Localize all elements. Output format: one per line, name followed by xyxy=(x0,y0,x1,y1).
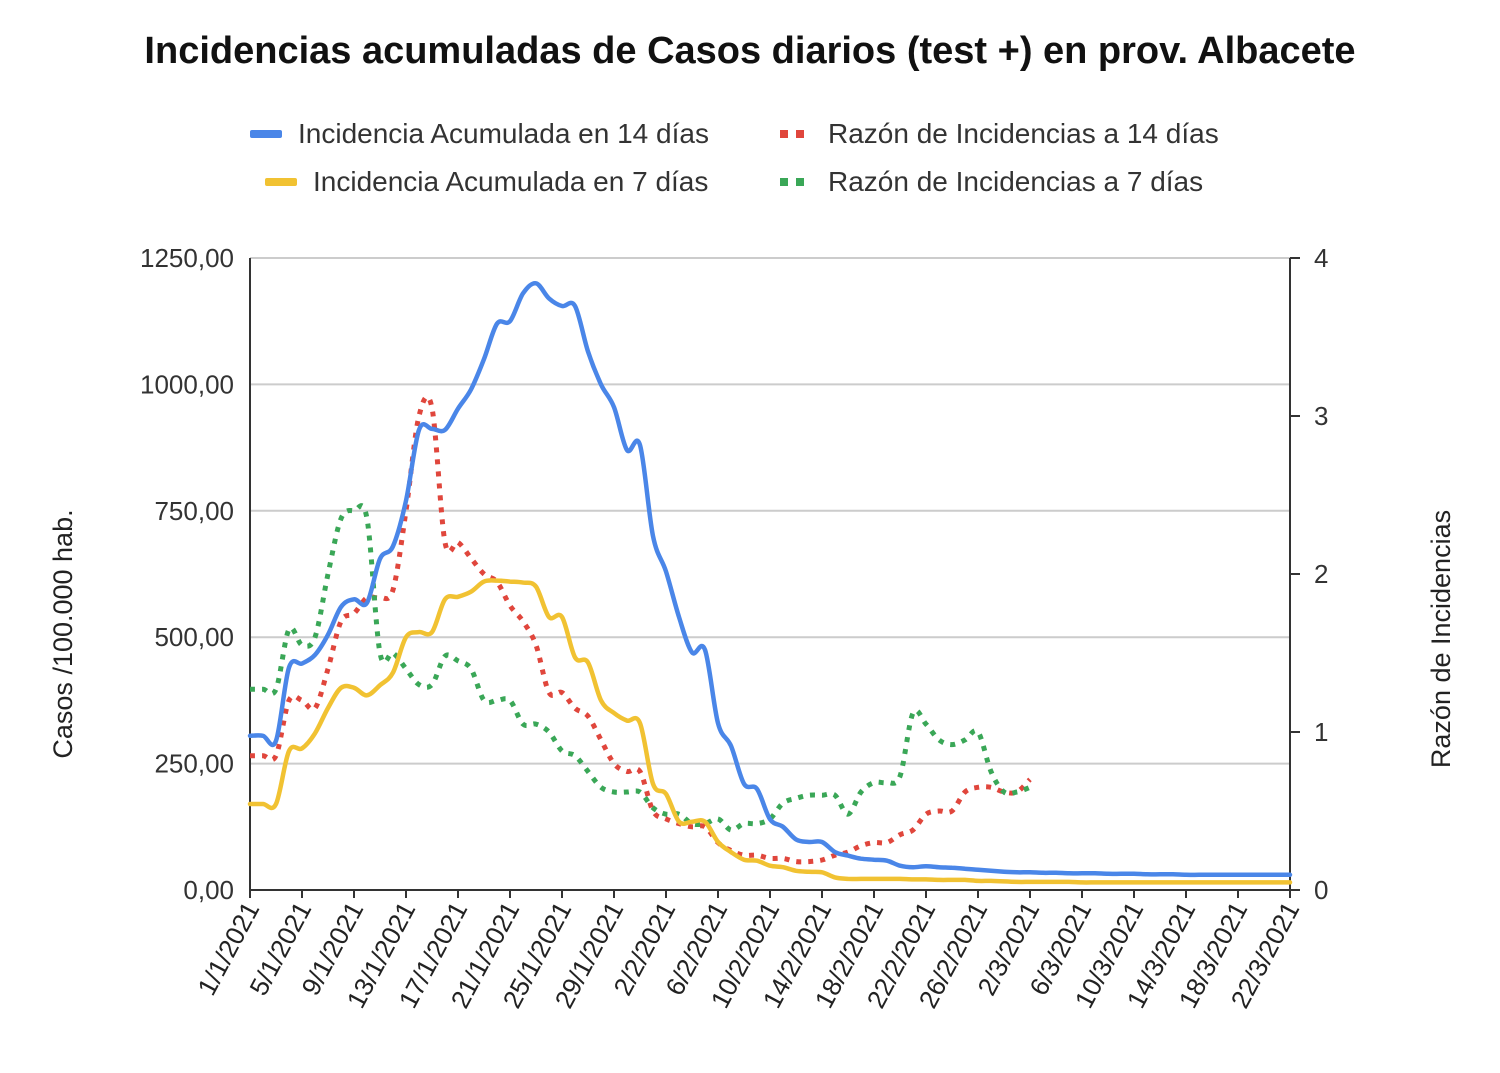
y-left-tick-label: 1000,00 xyxy=(140,369,234,399)
y-left-tick-label: 250,00 xyxy=(154,749,234,779)
y-right-tick-label: 4 xyxy=(1314,243,1328,273)
chart-title: Incidencias acumuladas de Casos diarios … xyxy=(144,30,1356,72)
series-line-incidencia-acumulada-en-14-dias xyxy=(247,280,1293,878)
series-line-incidencia-acumulada-en-7-dias xyxy=(247,578,1293,885)
series-line-razon-de-incidencias-a-7-dias xyxy=(250,503,1031,833)
legend-item-razon14: Razón de Incidencias a 14 días xyxy=(780,118,1219,150)
legend-label-ia7: Incidencia Acumulada en 7 días xyxy=(313,166,709,197)
y-left-tick-label: 500,00 xyxy=(154,622,234,652)
legend-item-ia7: Incidencia Acumulada en 7 días xyxy=(265,166,708,198)
legend-swatch-ia14 xyxy=(250,130,282,138)
legend-label-ia14: Incidencia Acumulada en 14 días xyxy=(298,118,709,149)
legend-item-razon7: Razón de Incidencias a 7 días xyxy=(780,166,1203,198)
legend-swatch-razon14 xyxy=(780,130,812,138)
axis-layer xyxy=(249,257,1300,898)
grid-layer xyxy=(250,257,1290,765)
y-right-tick-label: 1 xyxy=(1314,717,1328,747)
y-right-tick-label: 2 xyxy=(1314,559,1328,589)
y-right-axis-title: Razón de Incidencias xyxy=(1426,510,1456,768)
y-left-tick-label: 0,00 xyxy=(183,875,234,905)
y-left-tick-label: 750,00 xyxy=(154,496,234,526)
legend-item-ia14: Incidencia Acumulada en 14 días xyxy=(250,118,709,150)
y-right-tick-label: 3 xyxy=(1314,401,1328,431)
y-right-tick-label: 0 xyxy=(1314,875,1328,905)
legend-label-razon7: Razón de Incidencias a 7 días xyxy=(828,166,1204,197)
label-layer: 0,00 250,00 500,00 750,00 1000,00 1250,00 0 1 2 3… xyxy=(48,243,1456,1013)
legend-swatch-ia7 xyxy=(265,178,297,186)
legend-label-razon14: Razón de Incidencias a 14 días xyxy=(828,118,1219,149)
series-layer xyxy=(247,280,1293,885)
y-left-tick-label: 1250,00 xyxy=(140,243,234,273)
y-left-axis-title: Casos /100.000 hab. xyxy=(48,509,78,758)
legend-swatch-razon7 xyxy=(780,178,812,186)
